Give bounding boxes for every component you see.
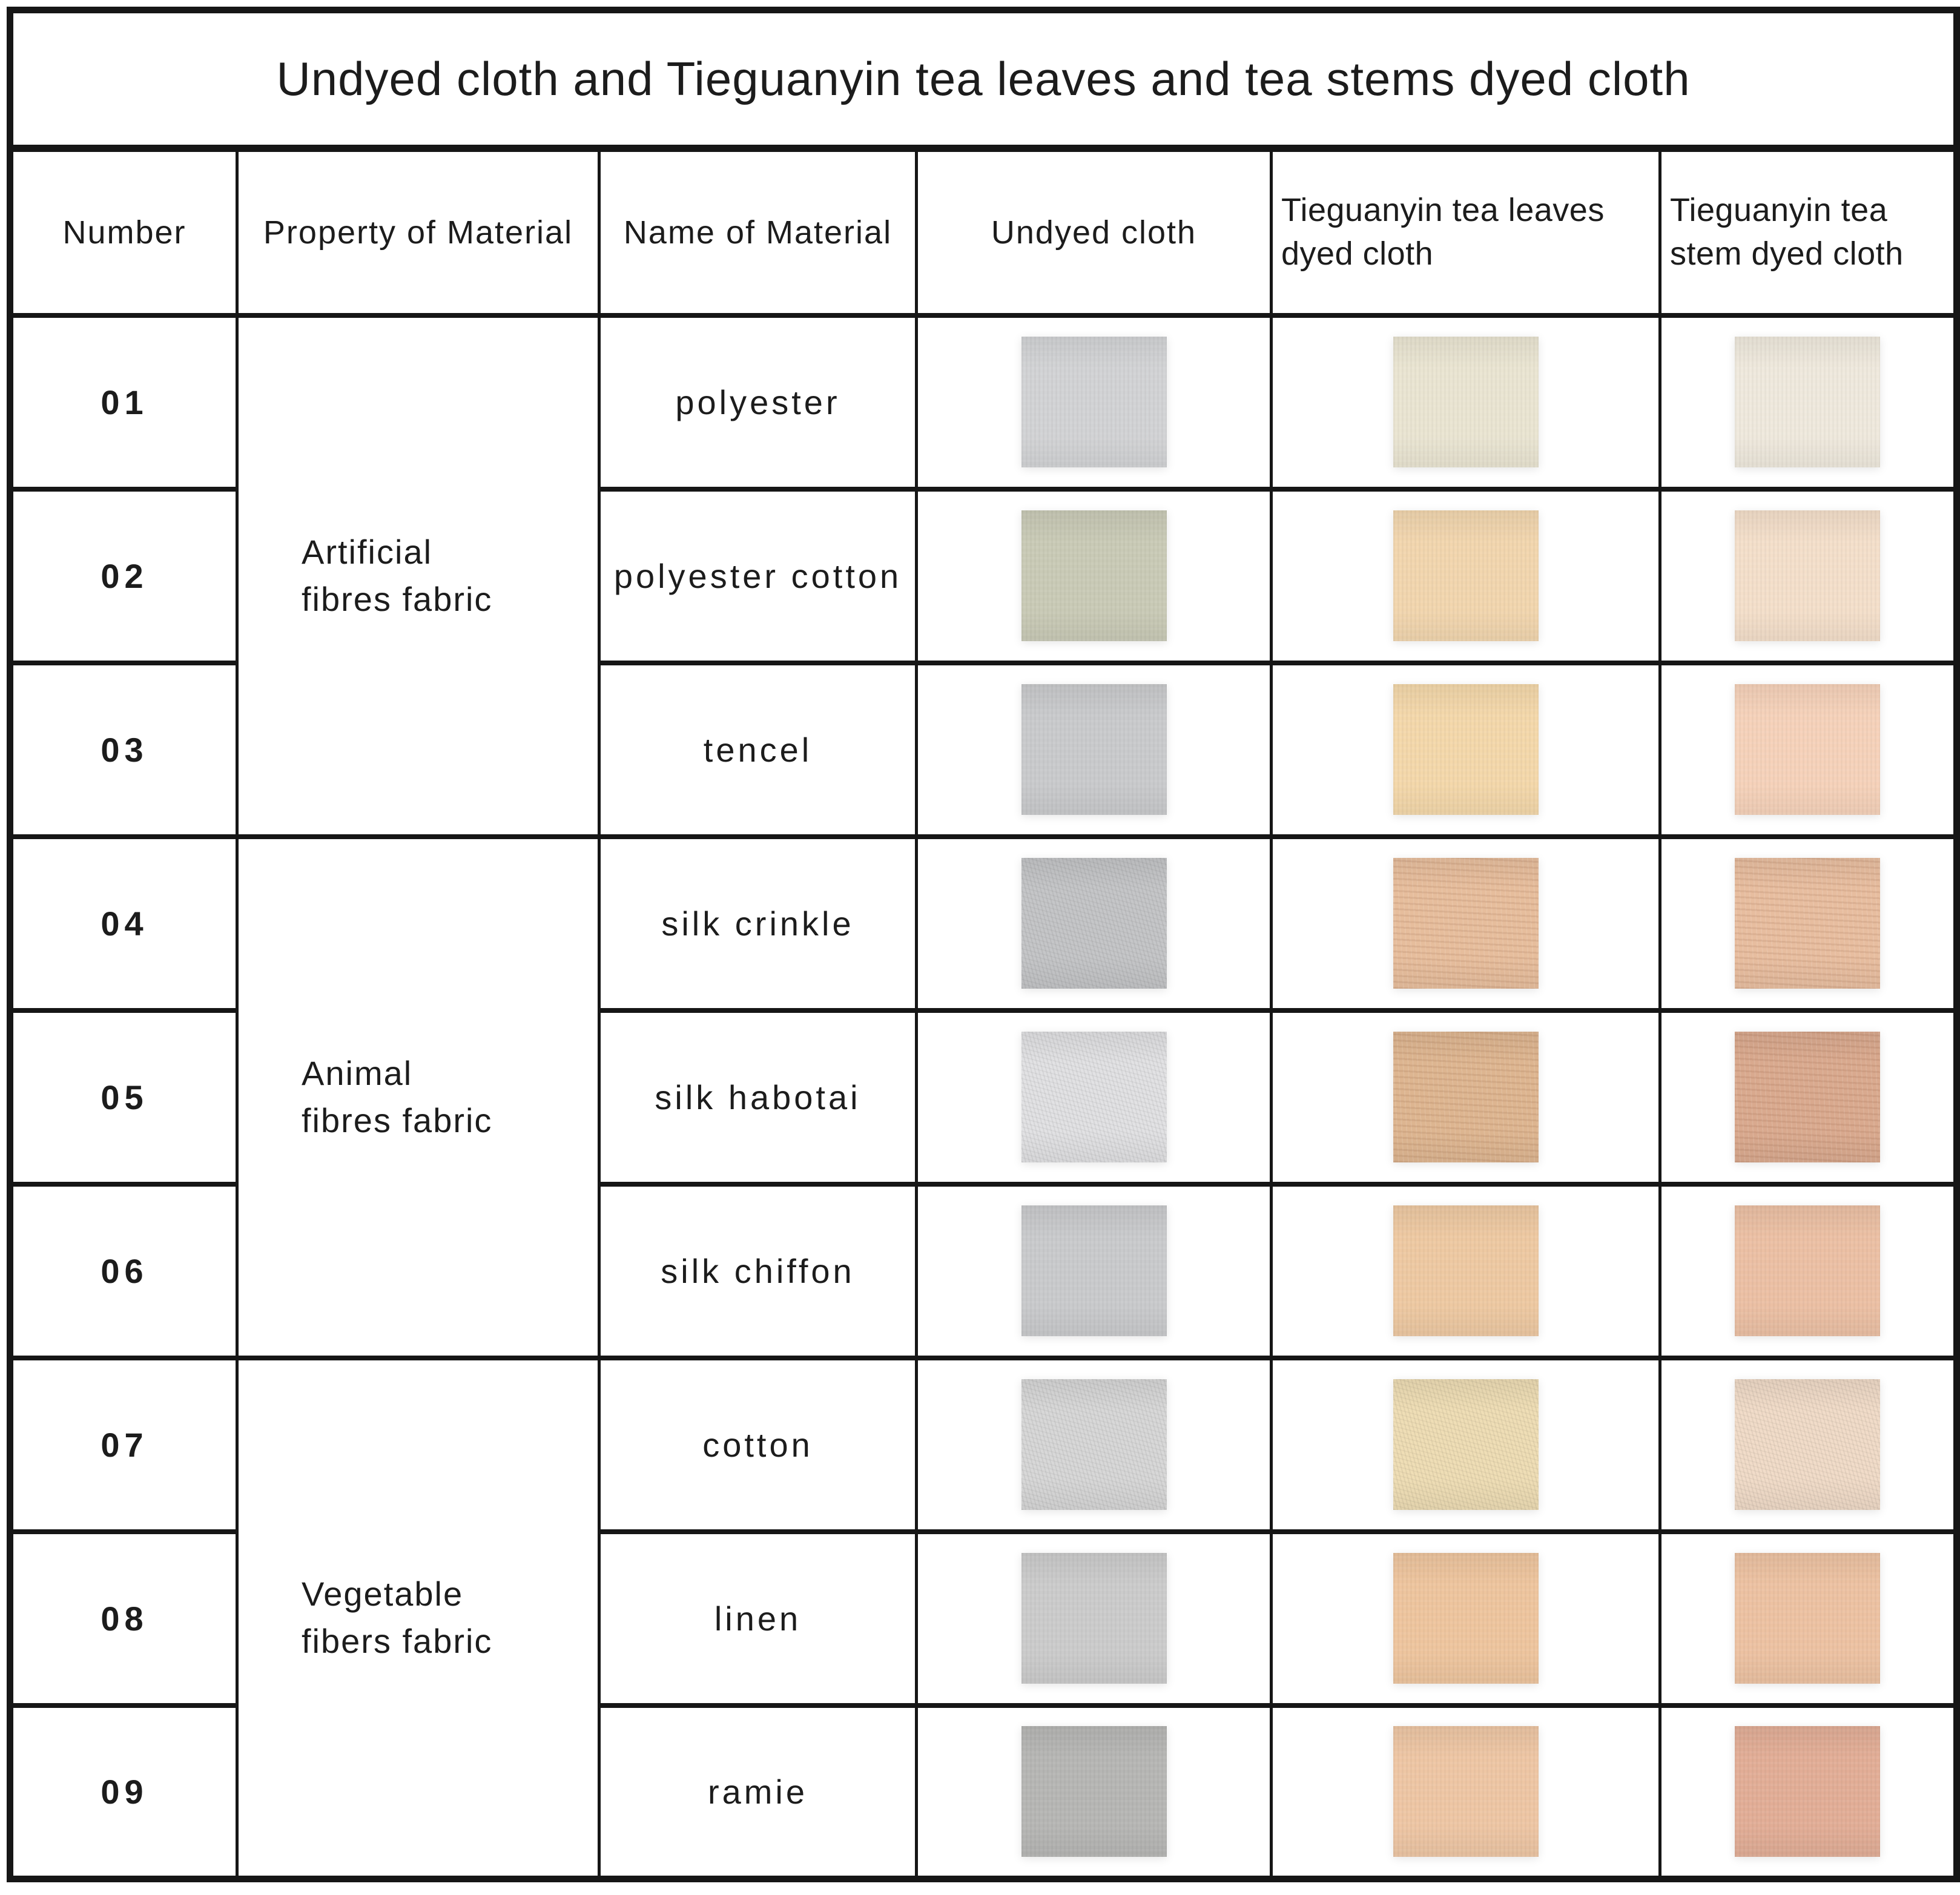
undyed-cloth-swatch	[1021, 858, 1167, 989]
table-row: 01 Artificial fibres fabric polyester	[8, 312, 1959, 839]
undyed-cloth-swatch	[1021, 1379, 1167, 1510]
table-row: 09 ramie	[8, 1702, 1959, 1882]
tea-stem-dyed-swatch	[1735, 1032, 1881, 1162]
property-group-vegetable: Vegetable fibers fabric	[236, 1355, 601, 1882]
tea-leaves-dyed-swatch	[1393, 1726, 1539, 1857]
row-number: 02	[8, 486, 239, 665]
tea-leaves-dyed-swatch	[1393, 1379, 1539, 1510]
column-header-leaves-dyed: Tieguanyin tea leaves dyed cloth	[1270, 144, 1661, 318]
row-number: 07	[8, 1355, 239, 1534]
row-number: 09	[8, 1702, 239, 1882]
table-row: 07 Vegetable fibers fabric cotton	[8, 1355, 1959, 1882]
material-name: silk chiffon	[598, 1181, 918, 1360]
table-row: 08 linen	[8, 1529, 1959, 1708]
tea-stem-dyed-swatch	[1735, 1553, 1881, 1684]
table-row: 03 tencel	[8, 660, 1959, 839]
property-line: Artificial	[302, 532, 433, 571]
tea-leaves-dyed-swatch	[1393, 1032, 1539, 1162]
property-line: fibres fabric	[302, 1101, 493, 1139]
tea-leaves-dyed-swatch	[1393, 1205, 1539, 1336]
material-name: silk crinkle	[598, 834, 918, 1013]
material-name: tencel	[598, 660, 918, 839]
fabric-dye-comparison-table: Undyed cloth and Tieguanyin tea leaves a…	[7, 7, 1960, 1882]
tea-stem-dyed-swatch	[1735, 1205, 1881, 1336]
table-row: 05 silk habotai	[8, 1007, 1959, 1187]
table-row: 02 polyester cotton	[8, 486, 1959, 665]
undyed-cloth-swatch	[1021, 1205, 1167, 1336]
tea-stem-dyed-swatch	[1735, 1379, 1881, 1510]
row-number: 01	[8, 312, 239, 492]
row-number: 05	[8, 1007, 239, 1187]
material-name: linen	[598, 1529, 918, 1708]
table-row: 04 Animal fibres fabric silk crinkle	[8, 834, 1959, 1360]
undyed-cloth-swatch	[1021, 510, 1167, 641]
property-line: fibers fabric	[302, 1622, 493, 1661]
property-line: Animal	[302, 1053, 413, 1092]
column-header-stem-dyed: Tieguanyin tea stem dyed cloth	[1658, 144, 1959, 318]
tea-leaves-dyed-swatch	[1393, 1553, 1539, 1684]
property-group-artificial: Artificial fibres fabric	[236, 312, 601, 839]
property-line: Vegetable	[302, 1574, 464, 1613]
tea-leaves-dyed-swatch	[1393, 337, 1539, 467]
material-name: polyester	[598, 312, 918, 492]
row-number: 03	[8, 660, 239, 839]
column-header-number: Number	[8, 144, 239, 318]
page-title: Undyed cloth and Tieguanyin tea leaves a…	[8, 7, 1959, 152]
property-line: fibres fabric	[302, 580, 493, 618]
tea-leaves-dyed-swatch	[1393, 684, 1539, 815]
tea-leaves-dyed-swatch	[1393, 858, 1539, 989]
material-name: silk habotai	[598, 1007, 918, 1187]
column-header-property: Property of Material	[236, 144, 601, 318]
tea-stem-dyed-swatch	[1735, 510, 1881, 641]
tea-stem-dyed-swatch	[1735, 858, 1881, 989]
undyed-cloth-swatch	[1021, 1726, 1167, 1857]
tea-stem-dyed-swatch	[1735, 1726, 1881, 1857]
row-number: 08	[8, 1529, 239, 1708]
row-number: 04	[8, 834, 239, 1013]
title-row: Undyed cloth and Tieguanyin tea leaves a…	[8, 7, 1959, 152]
tea-leaves-dyed-swatch	[1393, 510, 1539, 641]
header-row: Number Property of Material Name of Mate…	[8, 144, 1959, 318]
undyed-cloth-swatch	[1021, 1032, 1167, 1162]
undyed-cloth-swatch	[1021, 337, 1167, 467]
property-group-animal: Animal fibres fabric	[236, 834, 601, 1360]
undyed-cloth-swatch	[1021, 1553, 1167, 1684]
table-row: 06 silk chiffon	[8, 1181, 1959, 1360]
tea-stem-dyed-swatch	[1735, 337, 1881, 467]
undyed-cloth-swatch	[1021, 684, 1167, 815]
row-number: 06	[8, 1181, 239, 1360]
column-header-name: Name of Material	[598, 144, 918, 318]
material-name: ramie	[598, 1702, 918, 1882]
material-name: polyester cotton	[598, 486, 918, 665]
material-name: cotton	[598, 1355, 918, 1534]
column-header-undyed: Undyed cloth	[915, 144, 1273, 318]
tea-stem-dyed-swatch	[1735, 684, 1881, 815]
